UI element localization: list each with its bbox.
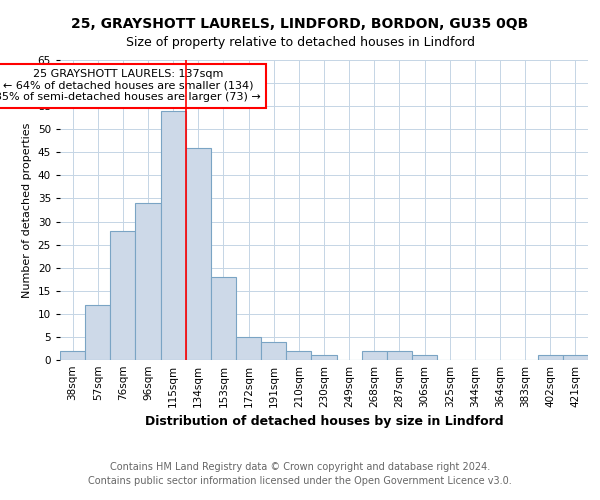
Bar [236,337,261,360]
Y-axis label: Number of detached properties: Number of detached properties [22,122,32,298]
Text: 25, GRAYSHOTT LAURELS, LINDFORD, BORDON, GU35 0QB: 25, GRAYSHOTT LAURELS, LINDFORD, BORDON,… [71,18,529,32]
Text: Contains HM Land Registry data © Crown copyright and database right 2024.: Contains HM Land Registry data © Crown c… [110,462,490,472]
Bar [412,356,437,360]
Bar [161,111,186,360]
X-axis label: Distribution of detached houses by size in Lindford: Distribution of detached houses by size … [145,416,503,428]
Bar [362,351,387,360]
Bar [538,356,563,360]
Bar [387,351,412,360]
Bar [60,351,85,360]
Bar [186,148,211,360]
Bar [110,231,136,360]
Bar [563,356,588,360]
Text: 25 GRAYSHOTT LAURELS: 137sqm
← 64% of detached houses are smaller (134)
35% of s: 25 GRAYSHOTT LAURELS: 137sqm ← 64% of de… [0,69,261,102]
Bar [136,203,161,360]
Bar [311,356,337,360]
Bar [286,351,311,360]
Bar [85,304,110,360]
Bar [211,277,236,360]
Bar [261,342,286,360]
Text: Size of property relative to detached houses in Lindford: Size of property relative to detached ho… [125,36,475,49]
Text: Contains public sector information licensed under the Open Government Licence v3: Contains public sector information licen… [88,476,512,486]
